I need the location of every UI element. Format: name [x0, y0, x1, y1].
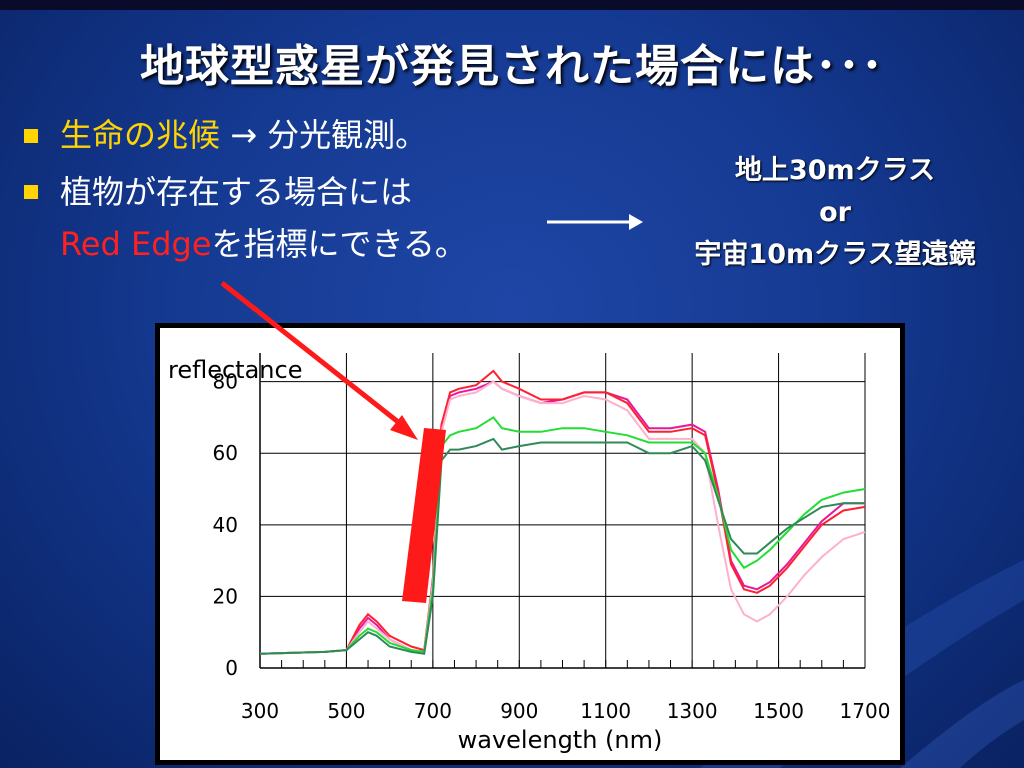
top-bar — [0, 0, 1024, 10]
series-line-4 — [259, 416, 866, 655]
series-line-2 — [259, 369, 866, 655]
bullet2-line2: を指標にできる。 — [211, 225, 467, 263]
reflectance-chart-frame: 300 500 700 900 1100 1300 1500 1700 0 20 40 60 80 re… — [155, 323, 905, 765]
y-tick-label: 60 — [213, 441, 238, 465]
bullet2-line1: 植物が存在する場合には — [60, 173, 413, 211]
bullet-list: 生命の兆候 → 分光観測。 植物が存在する場合には Red Edgeを指標にでき… — [20, 110, 467, 270]
series-layer — [259, 369, 866, 655]
bullet-item-2: 植物が存在する場合には Red Edgeを指標にできる。 — [20, 166, 467, 270]
bullet1-highlight: 生命の兆候 — [60, 116, 221, 154]
bullet-item-1: 生命の兆候 → 分光観測。 — [20, 110, 467, 160]
slide-title: 地球型惑星が発見された場合には･･･ — [140, 41, 884, 92]
y-tick-label: 0 — [225, 656, 238, 680]
x-tick-label: 1500 — [753, 699, 804, 723]
telescope-note: 地上30mクラス or 宇宙10mクラス望遠鏡 — [650, 150, 1020, 276]
x-tick-label: 700 — [414, 699, 452, 723]
red-edge-label: Red Edge — [60, 225, 212, 263]
x-tick-label: 500 — [327, 699, 365, 723]
y-tick-label: 40 — [213, 513, 238, 537]
right-arrow-icon — [547, 214, 643, 230]
x-tick-label: 1100 — [580, 699, 631, 723]
x-tick-label: 1300 — [667, 699, 718, 723]
series-line-3 — [259, 380, 866, 655]
bullet-square-icon — [24, 129, 38, 143]
bullet-square-icon — [24, 185, 38, 199]
series-line-5 — [259, 437, 865, 655]
chart-background — [160, 328, 900, 760]
telescope-line-3: 宇宙10mクラス望遠鏡 — [694, 239, 976, 270]
x-tick-label: 300 — [241, 699, 279, 723]
x-axis-label: wavelength (nm) — [458, 726, 663, 754]
x-tick-label: 1700 — [840, 699, 891, 723]
bullet1-text: → 分光観測。 — [220, 116, 428, 154]
y-tick-label: 20 — [213, 584, 238, 608]
x-tick-label: 900 — [500, 699, 538, 723]
telescope-line-1: 地上30mクラス — [734, 155, 936, 186]
y-axis-label: reflectance — [168, 356, 302, 384]
telescope-line-2: or — [819, 197, 851, 228]
